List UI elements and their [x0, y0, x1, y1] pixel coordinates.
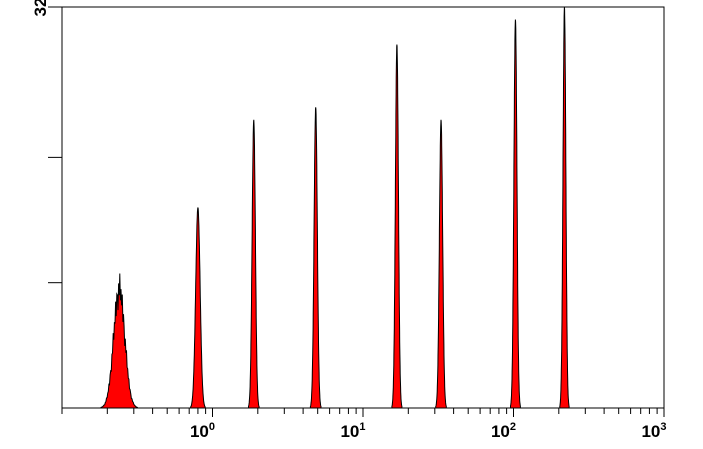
histogram-peak-6: [435, 119, 447, 409]
histogram-peak-3: [248, 119, 260, 409]
x-tick-label: 103: [641, 421, 666, 441]
y-tick-label: 32: [31, 0, 50, 16]
histogram-peak-8: [559, 6, 570, 409]
x-tick-label: 102: [491, 421, 516, 441]
histogram-peak-7: [510, 19, 521, 409]
histogram-peak-1: [100, 273, 138, 409]
histogram-peak-5: [391, 44, 403, 409]
x-tick-label: 100: [190, 421, 215, 441]
plot-frame: [61, 6, 665, 409]
histogram-peak-4: [309, 107, 322, 409]
histogram-peak-2: [190, 207, 206, 409]
x-tick-label: 101: [340, 421, 365, 441]
